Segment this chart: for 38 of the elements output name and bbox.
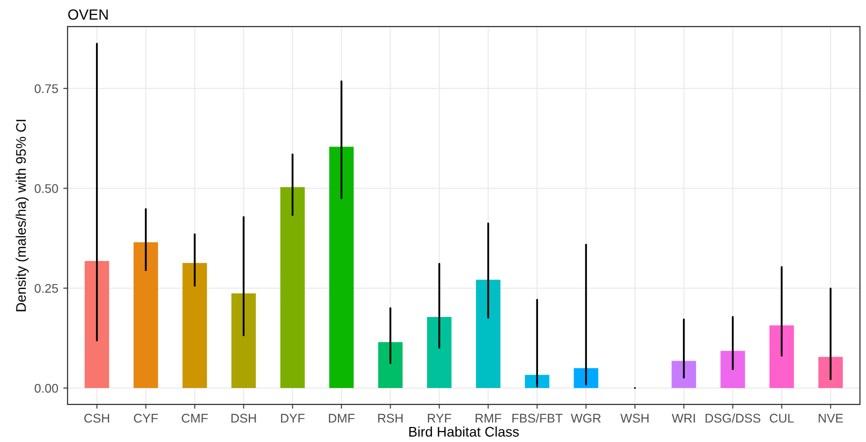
bar (769, 325, 794, 388)
x-tick-label: CYF (134, 414, 158, 423)
x-tick-label: RYF (428, 414, 452, 423)
y-tick-label: 0.00 (34, 384, 58, 393)
bar (672, 360, 696, 388)
x-tick-label: DSH (231, 414, 256, 423)
chart-title: OVEN (68, 9, 108, 20)
y-axis-title: Density (males/ha) with 95% CI (16, 120, 29, 312)
bar (818, 356, 843, 388)
x-axis-title: Bird Habitat Class (409, 426, 519, 437)
x-tick-label: FBS/FBT (512, 413, 563, 423)
x-tick-label: CUL (770, 414, 794, 423)
y-tick-label: 0.25 (34, 284, 58, 293)
x-tick-label: NVE (818, 414, 843, 423)
x-tick-label: DMF (328, 414, 354, 423)
bar (574, 368, 598, 388)
x-tick-label: CMF (182, 414, 208, 423)
bar (524, 374, 550, 388)
bar (329, 146, 354, 388)
bar (182, 263, 207, 388)
y-tick-label: 0.75 (34, 84, 58, 94)
x-tick-label: DSG/DSS (706, 413, 760, 423)
bar (231, 293, 256, 388)
x-tick-label: WSH (620, 414, 648, 423)
bar (134, 242, 158, 388)
x-tick-label: RMF (476, 414, 502, 423)
bar (280, 187, 305, 388)
x-tick-label: CSH (84, 414, 110, 423)
bar (378, 342, 403, 388)
x-tick-label: WRI (672, 414, 695, 423)
x-tick-label: DYF (281, 414, 305, 423)
y-tick-label: 0.50 (34, 184, 58, 193)
x-tick-label: WGR (570, 414, 601, 423)
bar (84, 261, 110, 388)
bar (427, 316, 452, 388)
x-tick-label: RSH (378, 414, 403, 423)
bar (720, 350, 745, 388)
bar (476, 280, 500, 388)
